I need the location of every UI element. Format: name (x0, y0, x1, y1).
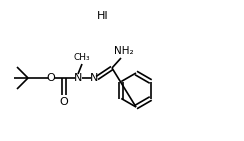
Text: CH₃: CH₃ (74, 53, 90, 62)
Text: O: O (47, 73, 55, 83)
Text: N: N (74, 73, 82, 83)
Text: O: O (60, 97, 68, 107)
Text: HI: HI (97, 11, 109, 21)
Text: N: N (90, 73, 98, 83)
Text: NH₂: NH₂ (114, 46, 134, 56)
